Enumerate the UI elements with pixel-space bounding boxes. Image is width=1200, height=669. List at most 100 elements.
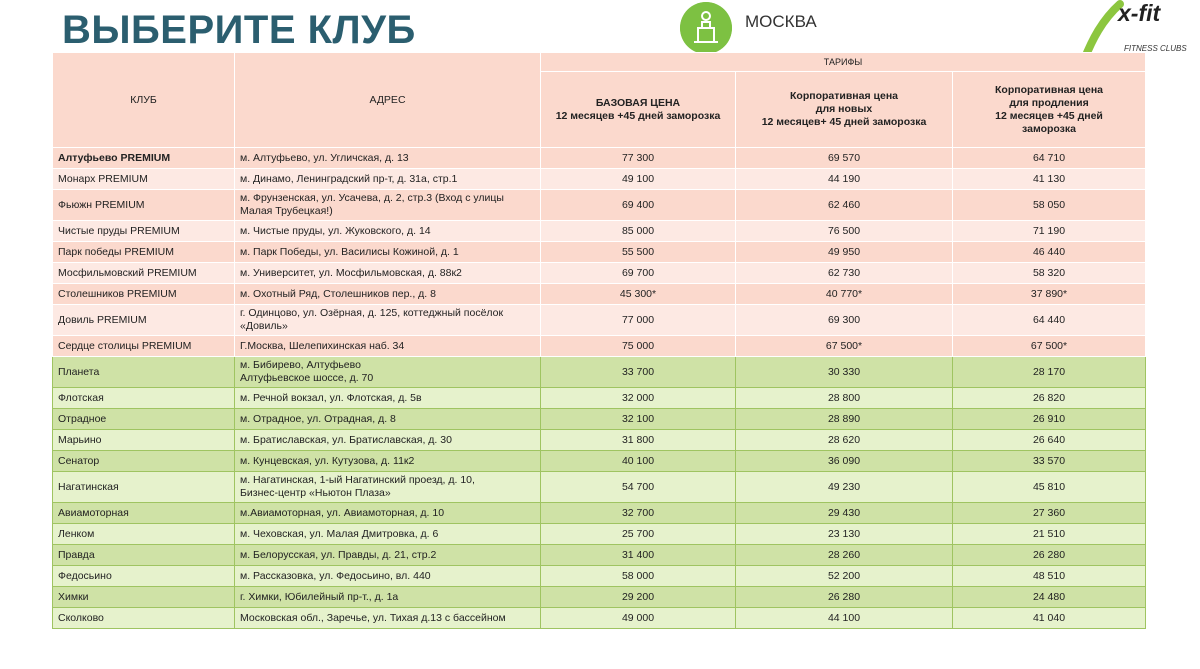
club-name: Парк победы PREMIUM (52, 241, 235, 263)
club-name: Алтуфьево PREMIUM (52, 147, 235, 169)
price: 77 300 (540, 147, 736, 169)
club-name: Марьино (52, 429, 235, 451)
price: 46 440 (951, 241, 1147, 263)
club-name: Чистые пруды PREMIUM (52, 220, 235, 242)
price: 32 100 (540, 408, 736, 430)
price: 41 040 (951, 607, 1147, 629)
table-row: Ленком м. Чеховская, ул. Малая Дмитровка,… (52, 523, 1147, 545)
price: 85 000 (540, 220, 736, 242)
column-header: КЛУБ (52, 52, 235, 148)
price: 55 500 (540, 241, 736, 263)
club-name: Химки (52, 586, 235, 608)
club-name: Правда (52, 544, 235, 566)
address: м. Парк Победы, ул. Василисы Кожиной, д.… (234, 241, 541, 263)
price: 29 200 (540, 586, 736, 608)
address: м. Чеховская, ул. Малая Дмитровка, д. 6 (234, 523, 541, 545)
table-row: Марьино м. Братиславская, ул. Братиславск… (52, 429, 1147, 451)
table-row: Федосьино м. Рассказовка, ул. Федосьино, … (52, 565, 1147, 587)
club-name: Довиль PREMIUM (52, 304, 235, 336)
city: МОСКВА (745, 12, 817, 31)
price: 26 910 (951, 408, 1147, 430)
club-name: Ленком (52, 523, 235, 545)
address: м. Охотный Ряд, Столешников пер., д. 8 (234, 283, 541, 305)
address: м. Речной вокзал, ул. Флотская, д. 5в (234, 387, 541, 409)
club-name: Сенатор (52, 450, 235, 472)
price: 48 510 (951, 565, 1147, 587)
address: м.Авиамоторная, ул. Авиамоторная, д. 10 (234, 502, 541, 524)
price: 24 480 (951, 586, 1147, 608)
table-row: Столешников PREMIUM м. Охотный Ряд, Столе… (52, 283, 1147, 305)
table-row: Парк победы PREMIUM м. Парк Победы, ул. В… (52, 241, 1147, 263)
table-row: Нагатинская м. Нагатинская, 1-ый Нагатинс… (52, 471, 1147, 503)
price: 75 000 (540, 335, 736, 357)
logo: x-fit (1118, 0, 1161, 26)
price: 30 330 (735, 356, 953, 388)
price: 49 100 (540, 168, 736, 190)
price: 58 000 (540, 565, 736, 587)
club-name: Монарх PREMIUM (52, 168, 235, 190)
table-row: Алтуфьево PREMIUM м. Алтуфьево, ул. Углич… (52, 147, 1147, 169)
tariff-header: Корпоративная цена для продления 12 меся… (951, 71, 1147, 148)
table-row: Чистые пруды PREMIUM м. Чистые пруды, ул.… (52, 220, 1147, 242)
price: 45 300* (540, 283, 736, 305)
table-row: Планета м. Бибирево, Алтуфьево Алтуфьевск… (52, 356, 1147, 388)
logo-subtitle: FITNESS CLUBS (1124, 44, 1187, 53)
price: 69 570 (735, 147, 953, 169)
price: 64 440 (951, 304, 1147, 336)
address: м. Братиславская, ул. Братиславская, д. … (234, 429, 541, 451)
section: Планета м. Бибирево, Алтуфьево Алтуфьевск… (52, 356, 1147, 629)
price: 40 770* (735, 283, 953, 305)
table-row: Флотская м. Речной вокзал, ул. Флотская, … (52, 387, 1147, 409)
address: м. Университет, ул. Мосфильмовская, д. 8… (234, 262, 541, 284)
price: 71 190 (951, 220, 1147, 242)
price: 26 280 (951, 544, 1147, 566)
price: 77 000 (540, 304, 736, 336)
price: 49 000 (540, 607, 736, 629)
table-row: Мосфильмовский PREMIUM м. Университет, ул… (52, 262, 1147, 284)
table-row: Сколково Московская обл., Заречье, ул. Ти… (52, 607, 1147, 629)
price: 69 300 (735, 304, 953, 336)
column-header: АДРЕС (234, 52, 541, 148)
address: Г.Москва, Шелепихинская наб. 34 (234, 335, 541, 357)
price: 58 050 (951, 189, 1147, 221)
price: 26 640 (951, 429, 1147, 451)
price: 36 090 (735, 450, 953, 472)
section: Алтуфьево PREMIUM м. Алтуфьево, ул. Углич… (52, 147, 1147, 357)
city-icon (680, 2, 732, 54)
table-row: Фьюжн PREMIUM м. Фрунзенская, ул. Усачева… (52, 189, 1147, 221)
address: м. Динамо, Ленинградский пр-т, д. 31а, с… (234, 168, 541, 190)
tariff-header: Корпоративная цена для новых 12 месяцев+… (735, 71, 953, 148)
table-row: Сердце столицы PREMIUM Г.Москва, Шелепихи… (52, 335, 1147, 357)
price: 54 700 (540, 471, 736, 503)
price: 69 700 (540, 262, 736, 284)
address: г. Химки, Юбилейный пр-т., д. 1а (234, 586, 541, 608)
price: 26 280 (735, 586, 953, 608)
price-table: КЛУБ АДРЕС ТАРИФЫ БАЗОВАЯ ЦЕНА 12 месяце… (52, 52, 1147, 629)
club-name: Сколково (52, 607, 235, 629)
price: 32 700 (540, 502, 736, 524)
address: м. Белорусская, ул. Правды, д. 21, стр.2 (234, 544, 541, 566)
club-name: Флотская (52, 387, 235, 409)
address: м. Отрадное, ул. Отрадная, д. 8 (234, 408, 541, 430)
price: 23 130 (735, 523, 953, 545)
club-name: Сердце столицы PREMIUM (52, 335, 235, 357)
table-row: Правда м. Белорусская, ул. Правды, д. 21,… (52, 544, 1147, 566)
address: м. Бибирево, Алтуфьево Алтуфьевское шосс… (234, 356, 541, 388)
price: 28 890 (735, 408, 953, 430)
price: 44 100 (735, 607, 953, 629)
club-name: Федосьино (52, 565, 235, 587)
price: 45 810 (951, 471, 1147, 503)
price: 67 500* (735, 335, 953, 357)
price: 33 570 (951, 450, 1147, 472)
address: м. Фрунзенская, ул. Усачева, д. 2, стр.3… (234, 189, 541, 221)
address: м. Нагатинская, 1-ый Нагатинский проезд,… (234, 471, 541, 503)
address: м. Чистые пруды, ул. Жуковского, д. 14 (234, 220, 541, 242)
table-row: Авиамоторная м.Авиамоторная, ул. Авиамото… (52, 502, 1147, 524)
price: 33 700 (540, 356, 736, 388)
price: 40 100 (540, 450, 736, 472)
table-row: Монарх PREMIUM м. Динамо, Ленинградский п… (52, 168, 1147, 190)
club-name: Планета (52, 356, 235, 388)
price: 41 130 (951, 168, 1147, 190)
club-name: Фьюжн PREMIUM (52, 189, 235, 221)
